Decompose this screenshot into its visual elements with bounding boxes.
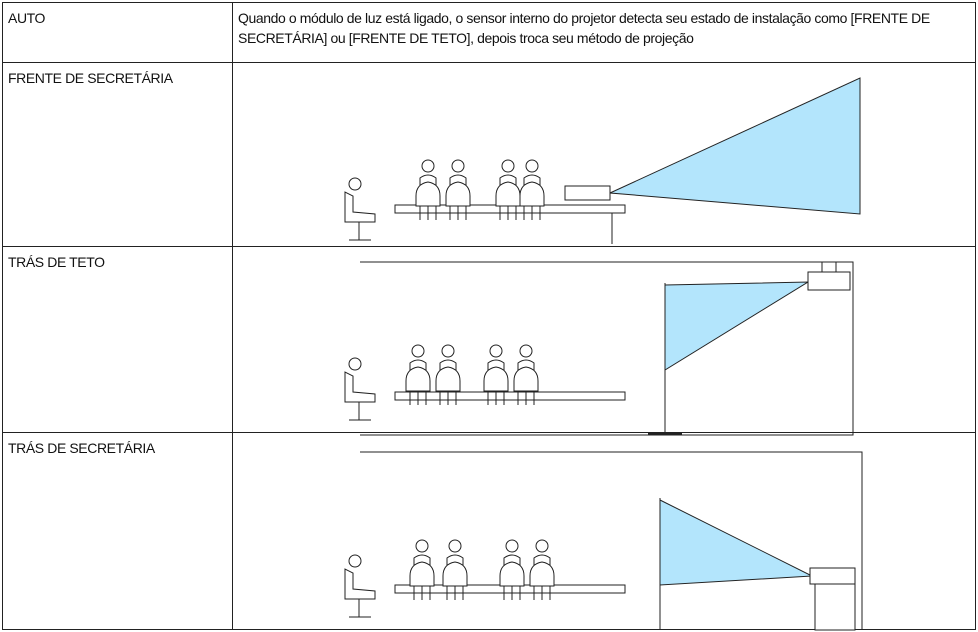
illustration-rear-desk bbox=[344, 451, 863, 631]
row-label: FRENTE DE SECRETÁRIA bbox=[8, 70, 173, 86]
row-label: TRÁS DE SECRETÁRIA bbox=[8, 440, 155, 456]
illustration-front-desk bbox=[344, 77, 861, 244]
row-description: Quando o módulo de luz está ligado, o se… bbox=[238, 10, 930, 46]
row-label: AUTO bbox=[8, 10, 46, 26]
illustration-rear-ceiling bbox=[344, 261, 854, 436]
row-label: TRÁS DE TETO bbox=[8, 254, 105, 270]
